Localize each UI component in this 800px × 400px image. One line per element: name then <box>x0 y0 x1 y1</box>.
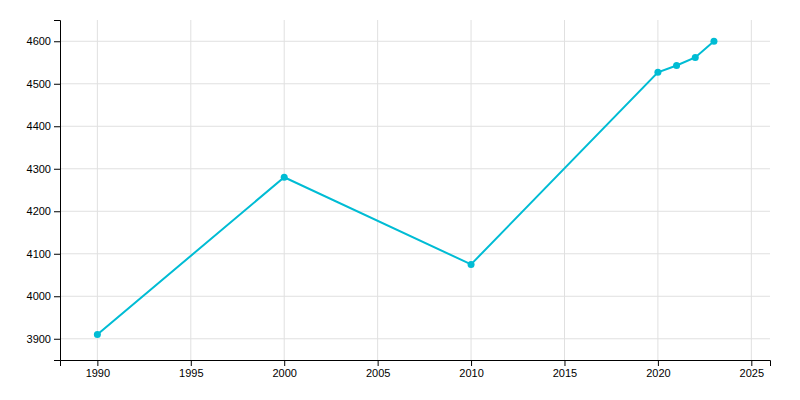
y-tick-label: 4000 <box>27 290 51 302</box>
x-tick-label: 1990 <box>86 367 110 379</box>
y-tick-label: 4400 <box>27 120 51 132</box>
x-axis: 1990 1995 2000 2005 2010 2015 2020 2025 <box>61 360 771 379</box>
y-grid-line <box>60 126 770 127</box>
y-tick-label: 3900 <box>27 333 51 345</box>
x-grid-line <box>284 20 285 360</box>
y-tick: 4000 <box>27 290 60 302</box>
marks <box>94 38 718 338</box>
plot: 1990 1995 2000 2005 2010 2015 2020 2025 3900 4000… <box>27 20 771 379</box>
point <box>673 62 680 69</box>
y-tick: 4300 <box>27 163 60 175</box>
y-tick-mark <box>54 169 60 170</box>
x-tick-mark <box>471 360 472 366</box>
x-tick-mark <box>97 360 98 366</box>
y-grid-line <box>60 296 770 297</box>
y-tick-mark <box>54 254 60 255</box>
x-tick-mark <box>284 360 285 366</box>
y-axis-line <box>54 21 61 361</box>
y-tick-label: 4500 <box>27 78 51 90</box>
y-tick-mark <box>54 339 60 340</box>
point <box>94 331 101 338</box>
x-tick: 2000 <box>272 360 296 379</box>
grid <box>60 20 770 360</box>
y-axis: 3900 4000 4100 4200 4300 4400 4500 4600 <box>27 21 61 361</box>
x-tick: 2005 <box>366 360 390 379</box>
x-axis-line <box>61 361 771 367</box>
x-tick-mark <box>378 360 379 366</box>
point <box>654 69 661 76</box>
y-grid-line <box>60 83 770 84</box>
x-tick-label: 2015 <box>553 367 577 379</box>
x-tick-label: 2025 <box>740 367 764 379</box>
x-tick-mark <box>564 360 565 366</box>
x-tick: 1995 <box>179 360 203 379</box>
chart: 1990 1995 2000 2005 2010 2015 2020 2025 3900 4000… <box>0 0 800 400</box>
x-tick: 2015 <box>553 360 577 379</box>
x-grid-line <box>751 20 752 360</box>
x-tick-mark <box>658 360 659 366</box>
y-tick-label: 4600 <box>27 35 51 47</box>
point <box>281 174 288 181</box>
y-tick-mark <box>54 84 60 85</box>
point <box>692 54 699 61</box>
x-tick-label: 2020 <box>646 367 670 379</box>
x-grid-line <box>190 20 191 360</box>
x-tick-label: 2000 <box>272 367 296 379</box>
y-tick: 4200 <box>27 205 60 217</box>
y-tick: 4100 <box>27 248 60 260</box>
y-grid-line <box>60 211 770 212</box>
y-tick-label: 4200 <box>27 205 51 217</box>
y-tick-mark <box>54 41 60 42</box>
line <box>97 41 714 334</box>
y-tick-mark <box>54 296 60 297</box>
x-tick: 2025 <box>740 360 764 379</box>
y-tick-label: 4100 <box>27 248 51 260</box>
y-tick: 4600 <box>27 35 60 47</box>
y-tick: 4400 <box>27 120 60 132</box>
point <box>468 261 475 268</box>
x-grid-line <box>564 20 565 360</box>
y-tick-label: 4300 <box>27 163 51 175</box>
x-tick-label: 2005 <box>366 367 390 379</box>
x-tick: 2010 <box>459 360 483 379</box>
y-grid-line <box>60 253 770 254</box>
x-tick: 1990 <box>86 360 110 379</box>
x-tick-mark <box>751 360 752 366</box>
y-tick-mark <box>54 211 60 212</box>
x-tick-mark <box>191 360 192 366</box>
point <box>710 38 717 45</box>
y-tick: 3900 <box>27 333 60 345</box>
y-grid-line <box>60 41 770 42</box>
y-tick: 4500 <box>27 78 60 90</box>
y-grid-line <box>60 338 770 339</box>
x-grid-line <box>97 20 98 360</box>
y-grid-line <box>60 168 770 169</box>
y-tick-mark <box>54 126 60 127</box>
x-grid-line <box>377 20 378 360</box>
x-tick-label: 1995 <box>179 367 203 379</box>
x-grid-line <box>471 20 472 360</box>
x-tick-label: 2010 <box>459 367 483 379</box>
x-tick: 2020 <box>646 360 670 379</box>
